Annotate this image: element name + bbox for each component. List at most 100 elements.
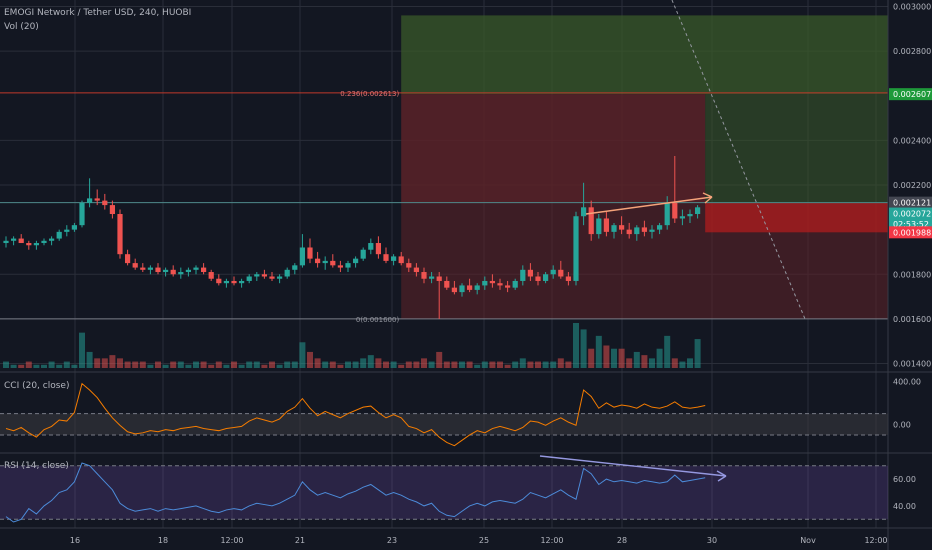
volume-bar (185, 364, 192, 368)
candle-body (649, 229, 655, 232)
volume-bar (611, 348, 617, 368)
volume-bar (109, 355, 116, 368)
candle-body (299, 247, 305, 266)
candle-body (558, 269, 564, 277)
candle-body (695, 207, 701, 215)
cci-tick: 400.00 (893, 377, 921, 386)
stop-zone-upper (401, 94, 706, 203)
volume-bar (603, 345, 610, 368)
rsi-trend-arrow (716, 470, 727, 482)
volume-bar (565, 361, 572, 368)
volume-bar (405, 361, 412, 368)
volume-bar (413, 361, 420, 368)
price-tick: 0.001600 (893, 315, 931, 324)
candle-body (619, 225, 625, 230)
candle-body (261, 274, 267, 277)
candle-body (79, 202, 85, 226)
volume-bar (10, 364, 17, 368)
volume-bar (291, 361, 298, 368)
candle-body (634, 227, 640, 235)
target-zone (401, 15, 888, 95)
volume-bar (3, 361, 9, 368)
price-tick: 0.003000 (893, 2, 931, 11)
rsi-label: RSI (14, close) (4, 461, 69, 471)
fib-label: 0(0.001600) (356, 316, 400, 324)
volume-bar (360, 358, 367, 368)
trend-line (585, 196, 713, 215)
cci-tick: 0.00 (893, 420, 911, 429)
volume-bar (337, 364, 344, 368)
volume-bar (679, 361, 686, 368)
candle-body (284, 269, 290, 277)
volume-bar (299, 342, 306, 368)
volume-bar (671, 358, 678, 368)
volume-label: Vol (20) (4, 22, 39, 32)
candle-body (125, 254, 131, 264)
candle-body (520, 269, 526, 281)
volume-bar (542, 361, 549, 368)
volume-bar (79, 332, 85, 368)
candle-body (87, 198, 93, 203)
candle-body (413, 267, 419, 273)
candle-body (155, 267, 161, 273)
price-tick: 0.001800 (893, 270, 931, 279)
rsi-tick: 40.00 (893, 502, 916, 511)
time-tick: 12:00 (864, 536, 887, 545)
volume-bar (231, 361, 237, 368)
price-badge (889, 88, 932, 101)
candle-body (170, 269, 176, 275)
symbol-title: EMOGI Network / Tether USD, 240, HUOBI (4, 8, 192, 18)
candle-body (254, 274, 260, 277)
candle-body (588, 207, 594, 235)
candle-body (26, 243, 32, 246)
candle-body (231, 280, 237, 284)
candle-body (223, 280, 229, 284)
volume-bar (329, 361, 336, 368)
candle-body (687, 214, 693, 217)
volume-bar (573, 323, 579, 368)
volume-bar (71, 364, 78, 368)
candle-body (18, 238, 24, 244)
target-zone-right (705, 94, 888, 203)
volume-bar (421, 358, 427, 368)
volume-bar (86, 351, 93, 368)
volume-bar (497, 361, 503, 368)
trend-arrow (702, 192, 713, 204)
candle-body (672, 202, 678, 219)
candle-body (64, 229, 70, 232)
volume-bar (314, 358, 321, 368)
candle-body (208, 272, 214, 279)
volume-bar (56, 364, 63, 368)
time-tick: 21 (295, 536, 305, 545)
candle-body (11, 238, 17, 241)
candle-body (277, 276, 283, 279)
volume-bar (481, 361, 488, 368)
price-tick: 0.002800 (893, 47, 931, 56)
volume-bar (269, 361, 275, 368)
volume-bar (352, 361, 359, 368)
candle-body (391, 256, 397, 261)
price-badge-label: 0.002607 (893, 90, 931, 99)
candle-body (132, 263, 138, 268)
volume-bar (307, 351, 313, 368)
candle-body (641, 227, 647, 232)
time-tick: 16 (70, 536, 80, 545)
candle-body (535, 276, 541, 281)
candle-body (3, 240, 9, 244)
cci-line (5, 382, 706, 447)
volume-bar (641, 355, 648, 368)
volume-bar (223, 364, 230, 368)
volume-bar (253, 361, 260, 368)
candle-body (345, 263, 351, 268)
candle-body (581, 207, 587, 217)
volume-bar (200, 361, 207, 368)
volume-bar (694, 339, 701, 368)
price-badge-label: 0.001988 (893, 228, 931, 237)
candle-body (360, 249, 366, 259)
volume-bar (390, 361, 397, 368)
time-tick: 30 (707, 536, 717, 545)
volume-bar (63, 361, 70, 368)
volume-bar (595, 335, 602, 368)
price-tick: 0.001400 (893, 360, 931, 369)
